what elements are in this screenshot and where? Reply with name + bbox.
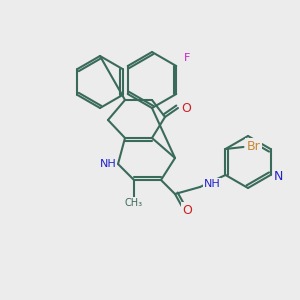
Text: F: F [184, 53, 190, 63]
Text: NH: NH [204, 179, 220, 189]
Text: O: O [181, 101, 191, 115]
Text: O: O [182, 203, 192, 217]
Text: N: N [274, 170, 283, 184]
Text: Br: Br [247, 140, 260, 152]
Text: NH: NH [100, 159, 116, 169]
Text: CH₃: CH₃ [125, 198, 143, 208]
